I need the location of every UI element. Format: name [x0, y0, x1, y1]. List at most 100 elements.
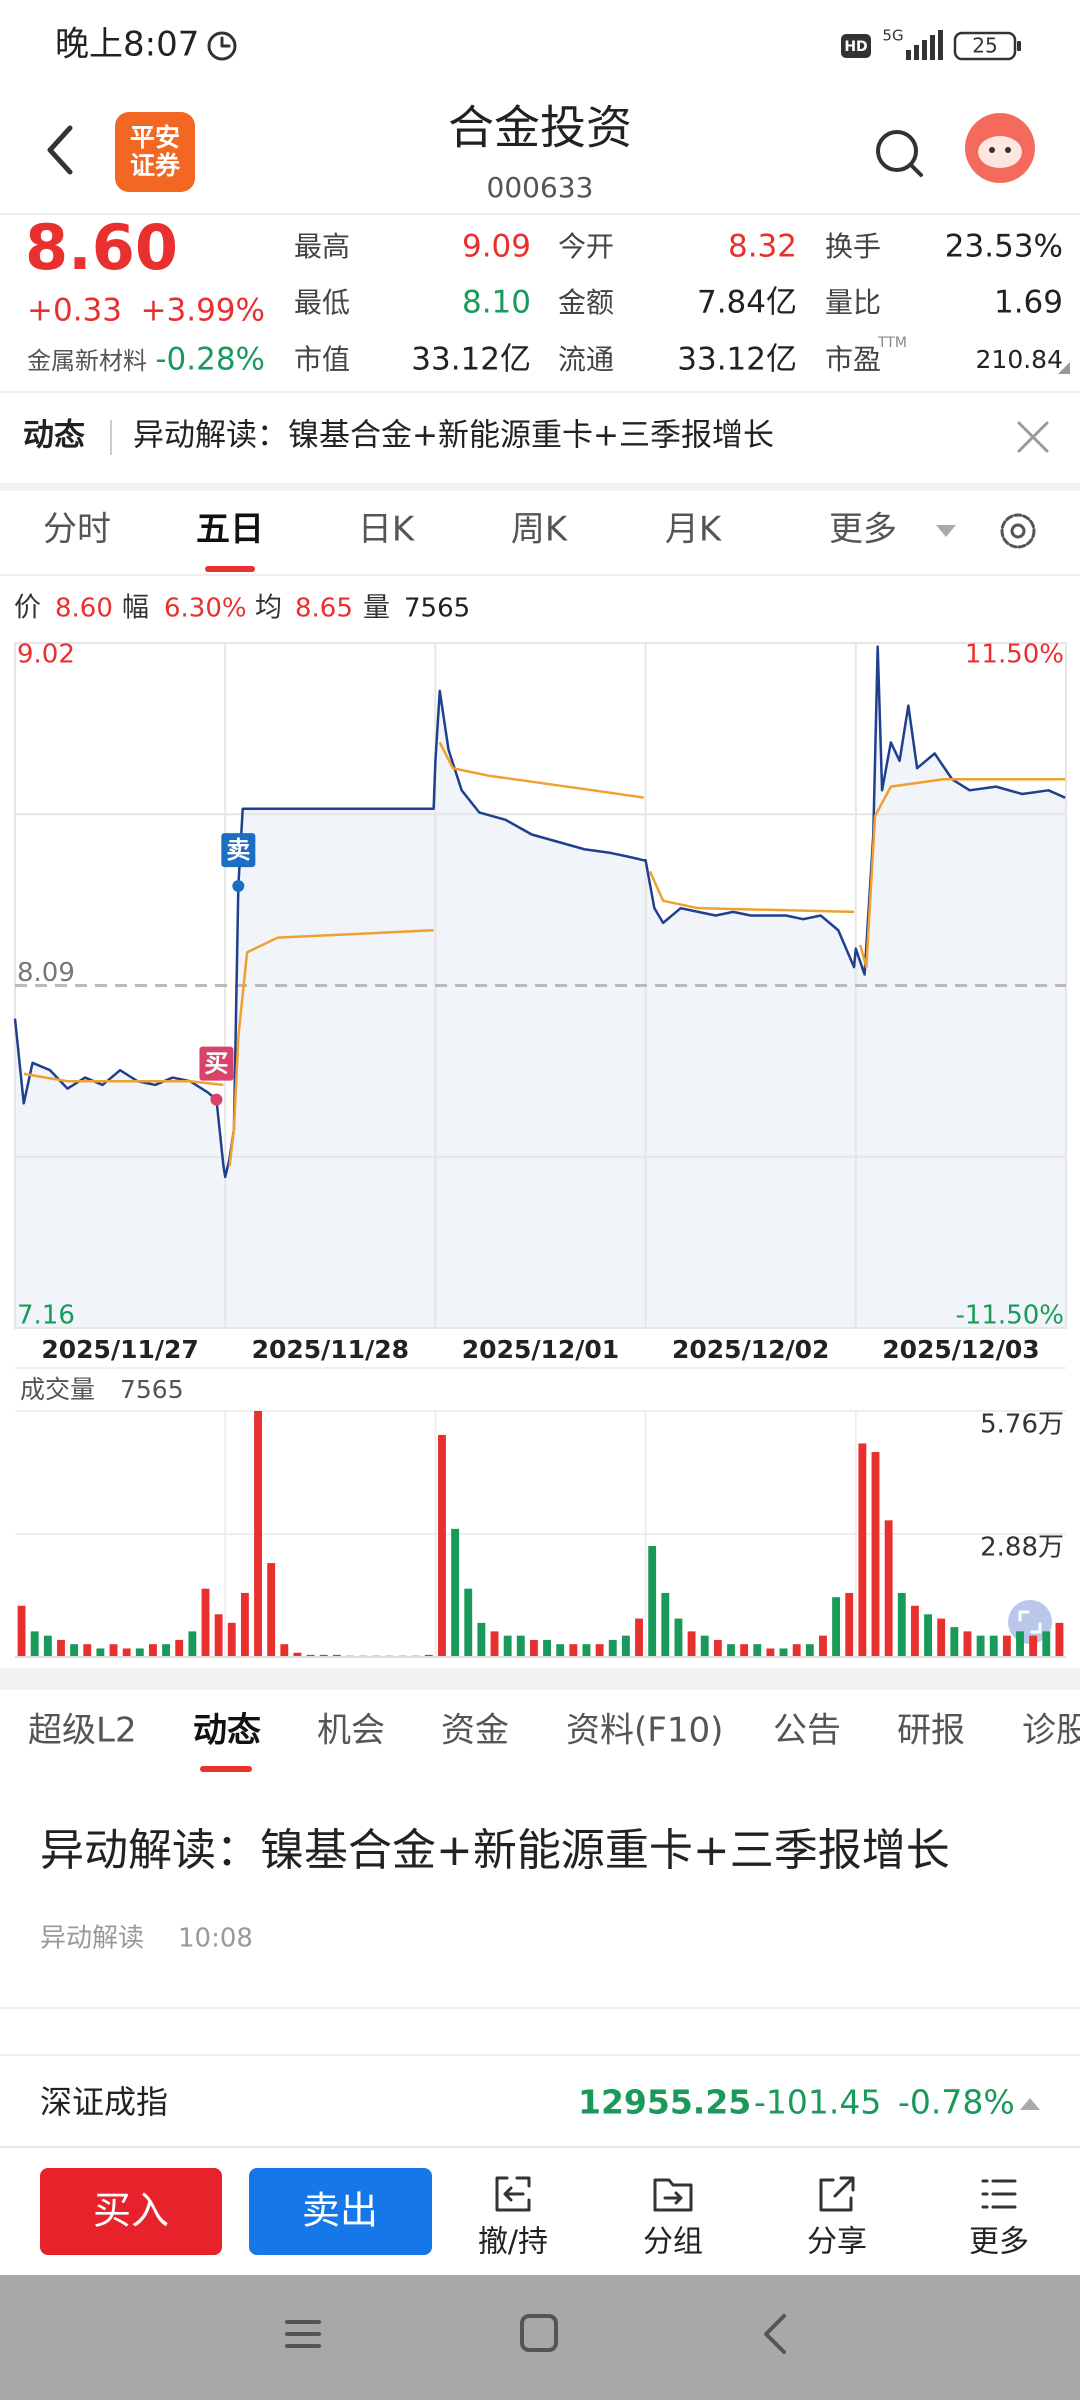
volume-bar	[438, 1434, 446, 1657]
detail-tab[interactable]: 机会	[317, 1711, 385, 1751]
volume-bar	[109, 1644, 118, 1657]
dropdown-arrow[interactable]	[936, 525, 956, 537]
volume-bar	[188, 1631, 197, 1657]
tool-label[interactable]: 分享	[807, 2225, 867, 2260]
news-headline[interactable]: 异动解读：镍基合金+新能源重卡+三季报增长	[40, 1825, 950, 1876]
nav-bar	[0, 2275, 1080, 2400]
volume-bar	[897, 1592, 906, 1657]
volume-bar	[595, 1644, 604, 1657]
tool-icon[interactable]	[819, 2176, 855, 2212]
field-value: 33.12亿	[677, 342, 797, 378]
expand-arrow[interactable]	[1020, 2098, 1040, 2110]
volume-bar	[832, 1597, 841, 1657]
info-label: 价	[14, 593, 41, 624]
volume-bar	[976, 1635, 985, 1657]
tool-label[interactable]: 分组	[643, 2225, 703, 2260]
sell-label[interactable]: 卖出	[302, 2189, 378, 2233]
detail-tab[interactable]: 动态	[193, 1711, 261, 1751]
field-value: 33.12亿	[411, 342, 531, 378]
volume-bar	[884, 1520, 893, 1657]
volume-bar	[529, 1639, 538, 1657]
tool-icon[interactable]	[981, 2179, 1017, 2209]
index-name: 深证成指	[40, 2083, 168, 2121]
volume-bar	[477, 1622, 486, 1657]
tab-indicator	[200, 1766, 252, 1772]
volume-bar	[1055, 1622, 1064, 1657]
tool-label[interactable]: 更多	[969, 2225, 1029, 2260]
detail-tab[interactable]: 资金	[441, 1711, 509, 1751]
search-button[interactable]	[876, 130, 923, 177]
y-tick-label: 7.16	[17, 1301, 75, 1331]
volume-bar	[1042, 1631, 1051, 1657]
volume-bar	[267, 1563, 276, 1657]
volume-bar	[924, 1614, 932, 1657]
chart-tab[interactable]: 日K	[358, 510, 416, 550]
field-label: 流通	[558, 343, 614, 376]
volume-bar	[937, 1618, 946, 1657]
info-value: 8.65	[295, 594, 353, 624]
volume-bar	[135, 1648, 144, 1657]
volume-bar	[162, 1644, 171, 1657]
nav-menu[interactable]	[285, 2320, 321, 2348]
volume-bar	[96, 1648, 105, 1657]
y2-tick-label: -11.50%	[955, 1301, 1064, 1331]
info-label: 量	[363, 593, 390, 624]
nav-home[interactable]	[520, 2314, 558, 2352]
tab-indicator	[205, 566, 255, 572]
gap	[0, 1668, 1080, 1690]
nav-back[interactable]	[764, 2314, 786, 2354]
sell-button[interactable]	[249, 2168, 432, 2255]
volume-subtitle: 7565	[120, 1375, 184, 1404]
info-label: 均	[255, 593, 282, 624]
chart-tab[interactable]: 周K	[511, 510, 569, 550]
volume-bar	[805, 1644, 814, 1657]
buy-button[interactable]	[40, 2168, 222, 2255]
stock-code: 000633	[487, 171, 594, 204]
field-label: 量比	[825, 286, 881, 319]
field-value: 7.84亿	[697, 285, 797, 321]
volume-bar	[332, 1654, 341, 1657]
tool-label[interactable]: 撤/持	[478, 2225, 548, 2260]
chart-tab[interactable]: 月K	[665, 510, 723, 550]
expand-icon	[1018, 1610, 1042, 1634]
news-text[interactable]: 异动解读：镍基合金+新能源重卡+三季报增长	[133, 418, 774, 454]
field-value: 210.84	[976, 345, 1063, 374]
trade-marker-label: 买	[204, 1050, 228, 1078]
field-label: 今开	[558, 230, 614, 263]
detail-tab[interactable]: 超级L2	[28, 1711, 137, 1751]
chart-tab[interactable]: 五日	[196, 510, 264, 550]
y-tick-label: 8.09	[17, 958, 75, 988]
volume-bar	[635, 1618, 643, 1657]
change-pct: +3.99%	[141, 293, 265, 329]
volume-bar	[621, 1635, 630, 1657]
volume-bar	[674, 1618, 683, 1657]
news-time: 10:08	[178, 1924, 253, 1954]
volume-bar	[963, 1631, 972, 1657]
info-value: 6.30%	[164, 594, 247, 624]
detail-tab[interactable]: 研报	[897, 1711, 965, 1751]
date-label: 2025/11/28	[252, 1335, 409, 1364]
chart-tab[interactable]: 分时	[43, 510, 111, 550]
avatar[interactable]	[965, 113, 1035, 183]
alarm-hands	[220, 36, 231, 48]
tool-icon[interactable]	[653, 2178, 693, 2212]
detail-tab[interactable]: 资料(F10)	[566, 1711, 723, 1751]
field-value: 8.10	[462, 285, 531, 321]
chart-tab[interactable]: 更多	[829, 510, 897, 550]
volume-bar	[687, 1631, 696, 1657]
detail-tab[interactable]: 公告	[773, 1711, 841, 1751]
field-value: 9.09	[462, 229, 531, 265]
news-source: 异动解读	[40, 1924, 144, 1954]
volume-bar	[661, 1592, 670, 1657]
volume-bar	[70, 1644, 79, 1657]
volume-bar	[740, 1644, 749, 1657]
detail-tab[interactable]: 诊股	[1022, 1711, 1080, 1751]
settings-button[interactable]	[1000, 513, 1036, 549]
buy-label[interactable]: 买入	[93, 2189, 169, 2233]
sector-pct: -0.28%	[155, 342, 265, 378]
corner-mark	[1058, 362, 1070, 374]
tool-icon[interactable]	[495, 2176, 531, 2212]
close-button[interactable]	[1017, 421, 1049, 453]
network: 5G	[882, 27, 903, 45]
back-button[interactable]	[47, 125, 73, 175]
